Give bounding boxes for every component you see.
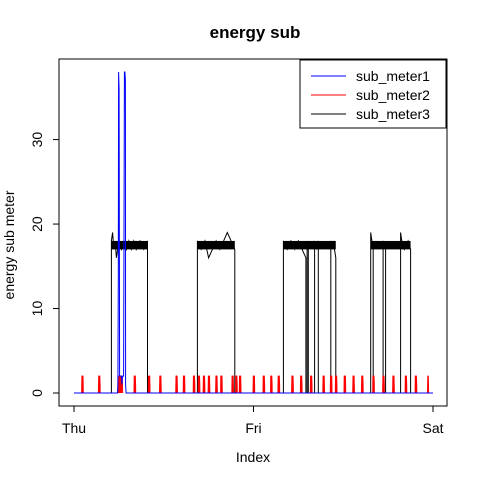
series-sub-meter2-spike-70 — [405, 375, 408, 394]
series-sub-meter2-spike-12 — [148, 375, 151, 394]
chart-title: energy sub — [210, 23, 301, 42]
series-sub-meter3-band-0 — [111, 240, 148, 250]
series-sub-meter3-line-2 — [234, 239, 337, 394]
x-tick-label: Sat — [422, 420, 443, 436]
series-sub-meter2-spike-48 — [300, 375, 303, 394]
series-sub-meter2-spike-3 — [98, 375, 101, 394]
series-sub-meter2-spike-30 — [220, 375, 223, 394]
series-sub-meter2-spike-54 — [330, 375, 333, 394]
legend-label-sub-meter3: sub_meter3 — [356, 106, 430, 122]
series-sub-meter2-spike-42 — [270, 375, 273, 394]
x-tick-label: Fri — [245, 420, 261, 436]
series-sub-meter3-band-1 — [197, 240, 235, 250]
series-sub-meter2-spike-16 — [175, 375, 178, 394]
series-sub-meter2-spike-66 — [382, 375, 385, 394]
series-sub-meter2-spike-32 — [231, 375, 235, 394]
series-sub-meter2-spike-14 — [159, 375, 162, 394]
x-tick-label: Thu — [62, 420, 86, 436]
series-sub-meter2-spike-68 — [392, 375, 395, 394]
series-sub-meter3-band-3 — [370, 240, 411, 250]
series-sub-meter2-spike-60 — [352, 375, 355, 394]
series-sub-meter2-spike-52 — [322, 375, 326, 394]
series-sub-meter2-spike-26 — [208, 375, 211, 394]
series-sub-meter2-spike-20 — [193, 375, 196, 394]
series-sub-meter2-spike-56 — [335, 375, 338, 394]
legend-label-sub-meter2: sub_meter2 — [356, 87, 430, 103]
legend: sub_meter1 sub_meter2 sub_meter3 — [299, 59, 447, 129]
y-tick-label: 10 — [29, 301, 45, 317]
series-sub-meter2-spike-64 — [372, 375, 375, 394]
series-sub-meter2-spike-18 — [183, 375, 186, 394]
y-tick-label: 30 — [29, 132, 45, 148]
series-sub-meter2-spike-44 — [278, 375, 281, 394]
series-sub-meter1-line — [74, 71, 433, 394]
series-sub-meter2-spike-1 — [81, 375, 84, 394]
series-sub-meter2-spike-10 — [134, 375, 137, 394]
legend-label-sub-meter1: sub_meter1 — [356, 68, 430, 84]
series-sub-meter3-line-3 — [335, 232, 433, 394]
series-sub-meter2-spike-28 — [215, 375, 218, 394]
series-sub-meter2-spike-62 — [361, 375, 364, 394]
series-sub-meter2-spike-36 — [239, 375, 242, 394]
series-sub-meter2-spike-22 — [198, 375, 201, 394]
series-sub-meter3-line-1 — [147, 231, 236, 394]
y-tick-label: 0 — [29, 389, 45, 397]
series-sub-meter2-spike-58 — [344, 375, 347, 394]
series-sub-meter2-spike-38 — [253, 375, 256, 394]
y-axis-label: energy sub meter — [1, 190, 17, 299]
series-sub-meter3-band-2 — [283, 240, 336, 250]
series-sub-meter2-spike-73 — [427, 375, 430, 394]
series-sub-meter3-line-0 — [74, 232, 148, 394]
series-sub-meter2-spike-46 — [291, 375, 294, 394]
series-sub-meter2-spike-50 — [310, 375, 313, 394]
series-sub-meter2-spike-72 — [415, 375, 418, 394]
x-axis-label: Index — [236, 449, 270, 465]
legend-box — [299, 59, 447, 129]
y-tick-label: 20 — [29, 216, 45, 232]
series-sub-meter2-spike-40 — [263, 375, 266, 394]
series-sub-meter2-spike-24 — [203, 375, 206, 394]
series-sub-meter2-spike-34 — [235, 375, 238, 394]
